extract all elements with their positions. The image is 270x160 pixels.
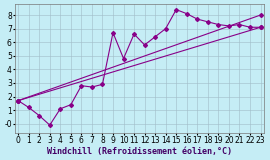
X-axis label: Windchill (Refroidissement éolien,°C): Windchill (Refroidissement éolien,°C): [47, 147, 232, 156]
